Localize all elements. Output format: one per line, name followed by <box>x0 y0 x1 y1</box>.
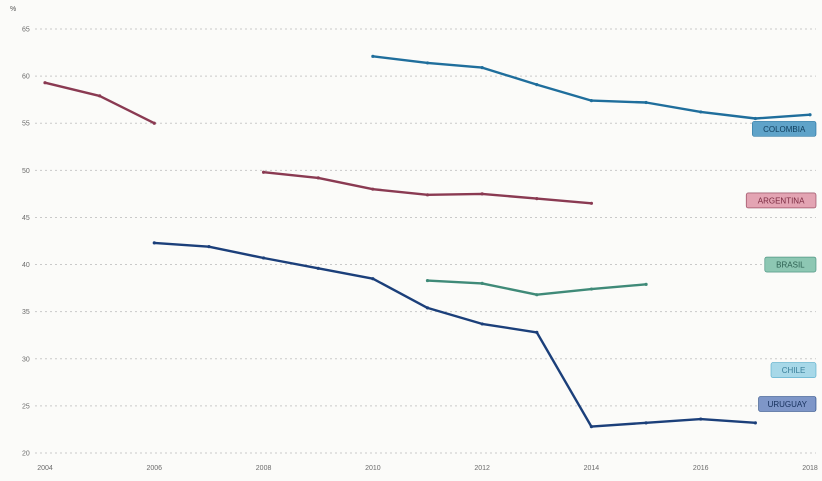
data-point-argentina <box>98 94 102 98</box>
series-tag-argentina <box>745 192 817 209</box>
data-point-colombia <box>644 100 648 105</box>
data-point-uruguay <box>644 421 648 425</box>
data-point-uruguay <box>699 417 703 421</box>
data-point-argentina <box>480 192 484 196</box>
series-line-colombia <box>371 55 812 120</box>
series-line-argentina-2 <box>262 171 593 205</box>
data-point-uruguay <box>589 425 594 429</box>
x-tick-label: 2014 <box>584 465 600 472</box>
data-point-argentina <box>316 176 320 180</box>
data-point-argentina <box>535 197 539 201</box>
data-point-argentina <box>589 201 594 205</box>
data-point-uruguay <box>425 306 430 310</box>
series-label-uruguay: URUGUAY <box>768 400 808 409</box>
x-tick-label: 2018 <box>802 465 818 472</box>
data-point-uruguay <box>207 245 211 249</box>
data-point-brasil <box>644 282 648 286</box>
series-label-colombia: COLOMBIA <box>763 125 806 134</box>
x-tick-label: 2010 <box>365 465 381 472</box>
y-tick-label: 45 <box>22 215 30 222</box>
data-point-uruguay <box>152 241 156 245</box>
y-tick-label: 25 <box>22 403 30 410</box>
y-tick-label: 40 <box>22 262 30 269</box>
series-label-argentina: ARGENTINA <box>758 196 805 205</box>
y-tick-label: 50 <box>22 168 30 175</box>
x-tick-label: 2016 <box>693 465 709 472</box>
y-tick-label: 60 <box>22 74 30 81</box>
y-tick-label: 65 <box>22 27 30 34</box>
data-point-uruguay <box>480 322 484 326</box>
y-tick-label: 20 <box>22 451 30 458</box>
series-line-uruguay <box>153 241 757 428</box>
series-line-brasil <box>426 279 648 296</box>
y-unit-label: % <box>10 6 17 13</box>
y-tick-label: 55 <box>22 121 30 128</box>
series-label-chile: CHILE <box>782 366 806 375</box>
data-point-colombia <box>371 54 375 58</box>
data-point-colombia <box>589 99 594 103</box>
data-point-colombia <box>480 66 484 70</box>
data-point-argentina <box>425 193 430 197</box>
data-point-colombia <box>808 113 812 117</box>
series-label-brasil: BRASIL <box>776 261 805 270</box>
data-point-argentina <box>152 121 156 125</box>
data-point-colombia <box>535 82 539 87</box>
data-point-colombia <box>699 110 703 114</box>
data-point-uruguay <box>535 330 539 334</box>
data-point-brasil <box>589 287 594 291</box>
data-point-uruguay <box>316 266 320 270</box>
series-tag-brasil <box>764 256 817 273</box>
data-point-argentina <box>261 170 266 174</box>
data-point-argentina <box>43 81 47 85</box>
data-point-uruguay <box>261 256 266 260</box>
data-point-brasil <box>425 278 430 283</box>
data-point-argentina <box>371 187 375 191</box>
x-tick-label: 2004 <box>37 465 53 472</box>
data-point-colombia <box>425 61 430 65</box>
x-tick-label: 2012 <box>474 465 490 472</box>
x-tick-label: 2008 <box>256 465 272 472</box>
data-point-brasil <box>535 293 539 297</box>
x-tick-label: 2006 <box>146 465 162 472</box>
data-point-uruguay <box>753 421 757 425</box>
series-tag-colombia <box>752 121 817 137</box>
y-tick-label: 30 <box>22 356 30 363</box>
series-tag-uruguay <box>758 396 817 412</box>
series-tag-chile <box>770 362 817 378</box>
data-point-uruguay <box>371 277 375 281</box>
series-line-argentina-1 <box>43 81 156 125</box>
data-point-colombia <box>753 116 757 121</box>
y-tick-label: 35 <box>22 309 30 316</box>
data-point-brasil <box>480 281 484 285</box>
